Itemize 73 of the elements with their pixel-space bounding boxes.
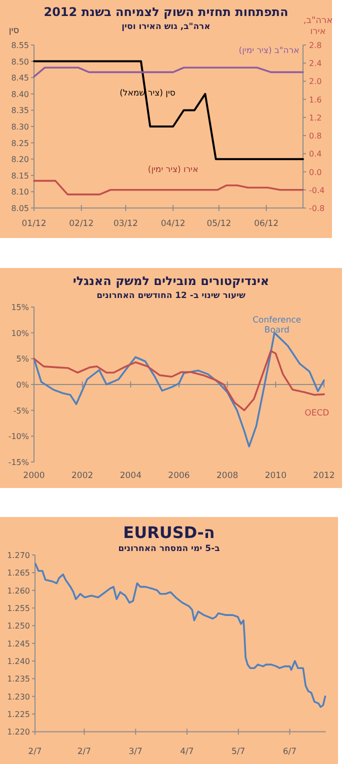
line-series <box>33 180 304 196</box>
y-axis-title: סין <box>8 26 20 36</box>
x-tick-label: 05/12 <box>206 219 232 229</box>
y-tick-label: -10% <box>8 432 30 442</box>
x-tick-label: 03/12 <box>113 219 138 229</box>
y-tick-label: 10% <box>11 328 30 338</box>
y-tick-label: 1.220 <box>7 728 30 737</box>
chart-subtitle: ב-5 ימי המסחר האחרונים <box>118 544 220 554</box>
y-tick-label: 1.260 <box>7 586 30 596</box>
y-tick-label: 8.25 <box>11 138 29 148</box>
y2-tick-label: 0.0 <box>309 168 322 177</box>
y-tick-label: 1.230 <box>7 692 30 702</box>
y2-tick-label: 2.8 <box>309 41 322 50</box>
series-label: סין (ציר שמאל) <box>120 88 176 99</box>
y2-tick-label: 1.2 <box>309 113 322 122</box>
y-tick-label: 1.235 <box>7 674 30 684</box>
y-tick-label: 1.250 <box>7 622 30 631</box>
y-tick-label: 8.05 <box>11 204 29 213</box>
x-tick-label: 2/7 <box>28 747 42 757</box>
chart-title: התפתחות תחזית השוק לצמיחה בשנת 2012 <box>44 5 288 19</box>
y-tick-label: 1.240 <box>7 657 30 666</box>
x-tick-label: 2012 <box>313 471 335 481</box>
x-tick-label: 2010 <box>264 471 286 481</box>
y2-tick-label: -0.8 <box>309 204 325 213</box>
x-tick-label: 2004 <box>120 471 142 481</box>
x-tick-label: 01/12 <box>22 219 46 229</box>
x-tick-label: 06/12 <box>254 219 279 229</box>
x-tick-label: 5/7 <box>232 747 246 757</box>
y2-tick-label: -0.4 <box>309 186 325 195</box>
y-tick-label: 8.50 <box>11 57 29 66</box>
y-tick-label: 8.55 <box>11 41 29 50</box>
y-tick-label: 8.30 <box>11 122 29 132</box>
line-series <box>33 60 304 160</box>
y2-tick-label: 0.4 <box>309 150 322 159</box>
y-tick-label: 1.265 <box>7 568 30 578</box>
y-tick-label: 5% <box>16 354 30 364</box>
y-tick-label: 8.20 <box>11 155 29 164</box>
y-tick-label: 1.255 <box>7 604 30 614</box>
x-tick-label: 2006 <box>168 471 190 481</box>
y2-tick-label: 0.8 <box>309 132 322 141</box>
y-tick-label: -15% <box>8 458 30 467</box>
y-tick-label: 8.10 <box>11 188 29 197</box>
x-tick-label: 04/12 <box>160 219 186 229</box>
series-label: ארה"ב (ציר ימין) <box>238 46 300 56</box>
series-label: אירו (ציר ימין) <box>148 164 198 175</box>
series-label: OECD <box>304 408 330 418</box>
chart-title: ה-EURUSD <box>123 523 215 542</box>
y-tick-label: 8.35 <box>11 106 29 116</box>
x-tick-label: 3/7 <box>128 747 142 757</box>
x-tick-label: 2/7 <box>77 747 92 757</box>
y-tick-label: 0% <box>16 380 30 390</box>
y-tick-label: 1.245 <box>7 639 30 648</box>
y2-tick-label: 1.6 <box>309 95 322 104</box>
x-tick-label: 6/7 <box>282 747 297 757</box>
y-tick-label: 1.270 <box>7 551 30 560</box>
y-tick-label: 15% <box>11 303 30 312</box>
x-tick-label: 02/12 <box>69 219 94 229</box>
y-tick-label: -5% <box>13 406 30 416</box>
x-tick-label: 2008 <box>216 471 238 481</box>
y2-axis-title: ארה"ב, אירו <box>303 16 333 37</box>
chart-subtitle: ארה"ב, גוש האירו וסין <box>122 22 210 32</box>
x-tick-label: 2000 <box>23 471 45 481</box>
y-tick-label: 8.40 <box>11 90 29 99</box>
y-tick-label: 8.45 <box>11 74 29 83</box>
y2-tick-label: 2.0 <box>309 77 322 86</box>
series-label: Conference Board <box>252 316 302 336</box>
x-tick-label: 2002 <box>72 471 94 481</box>
chart-title: אינדיקטורים מובילים למשק האנגלי <box>72 274 270 288</box>
chart-subtitle: שיעור שינוי ב- 12 החודשים האחרונים <box>96 291 246 301</box>
y-tick-label: 8.15 <box>11 171 29 180</box>
x-tick-label: 4/7 <box>180 747 194 757</box>
y-tick-label: 1.225 <box>7 710 30 720</box>
y2-tick-label: 2.4 <box>309 59 322 68</box>
